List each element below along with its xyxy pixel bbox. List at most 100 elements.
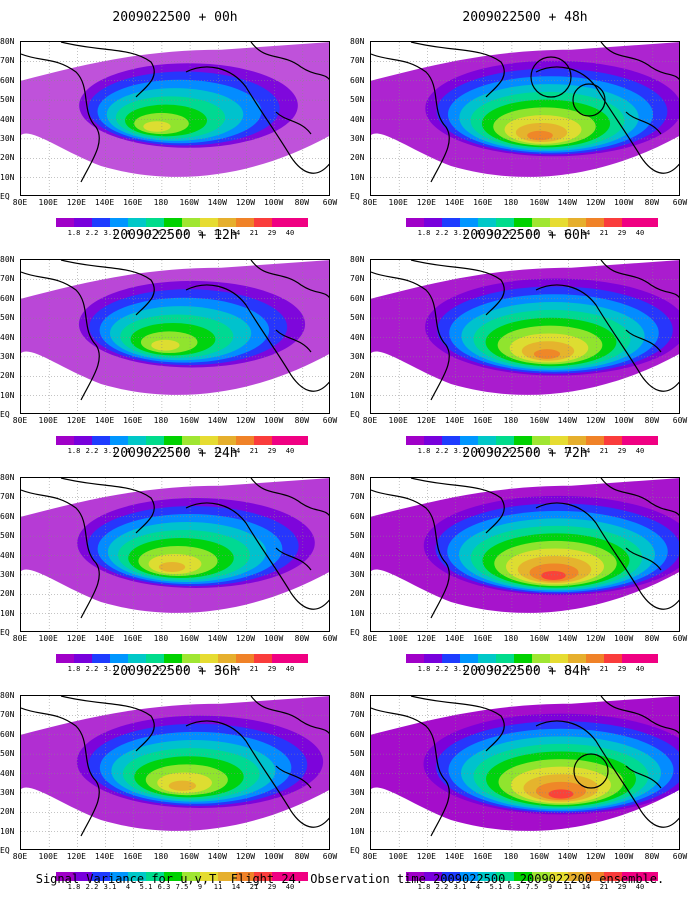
colorbar-swatch <box>550 872 568 881</box>
colorbar-swatch <box>182 436 200 445</box>
colorbar-swatch <box>460 872 478 881</box>
coastline <box>60 42 155 98</box>
lat-label: 10N <box>350 608 365 618</box>
coastline <box>600 42 679 81</box>
colorbar-swatch <box>254 436 272 445</box>
colorbar-swatch <box>604 436 622 445</box>
lon-label: 160E <box>123 852 143 861</box>
lat-label: 60N <box>0 729 15 739</box>
lat-label: 50N <box>350 95 365 105</box>
colorbar-swatch <box>442 218 460 227</box>
colorbar-tick-label: 2.2 <box>435 883 449 891</box>
colorbar-tick-label: 3.1 <box>103 447 117 455</box>
colorbar-tick-label: 14 <box>231 665 241 673</box>
coastline <box>535 720 679 828</box>
colorbar-tick-label: 2.2 <box>85 229 99 237</box>
colorbar-swatch <box>182 654 200 663</box>
colorbar-swatch <box>514 654 532 663</box>
lat-label: 30N <box>350 133 365 143</box>
lon-label: 120W <box>585 416 606 425</box>
colorbar-tick-label: 9 <box>547 229 553 237</box>
lat-label: EQ <box>350 410 360 419</box>
lat-label: 20N <box>0 153 15 163</box>
colorbar-tick-label: 6.3 <box>157 447 171 455</box>
colorbar-swatch <box>146 654 164 663</box>
colorbar-swatch <box>640 872 658 881</box>
lon-label: 80E <box>12 852 28 861</box>
coastline <box>21 271 100 401</box>
contour-level <box>158 561 186 573</box>
lon-label: 160E <box>123 416 143 425</box>
lon-label: 80W <box>644 198 660 207</box>
lon-label: 60W <box>322 852 338 861</box>
lon-label: 140E <box>94 198 115 207</box>
lon-label: 160E <box>473 198 493 207</box>
colorbar-tick-label: 4 <box>125 665 131 673</box>
lon-label: 60W <box>322 198 338 207</box>
colorbar-tick-label: 40 <box>285 447 295 455</box>
colorbar-swatch <box>56 872 74 881</box>
lat-label: 50N <box>0 95 15 105</box>
colorbar-tick-label: 2.2 <box>85 447 99 455</box>
lon-label: 80W <box>294 852 310 861</box>
lat-label: 30N <box>0 351 15 361</box>
lat-label: 70N <box>350 492 365 502</box>
lon-label: 80E <box>362 634 378 643</box>
colorbar-swatch <box>290 654 308 663</box>
lon-label: 140E <box>444 634 465 643</box>
colorbar-swatch <box>74 218 92 227</box>
lon-label: 160E <box>473 416 493 425</box>
coastline <box>21 489 100 619</box>
colorbar-swatch <box>622 218 640 227</box>
colorbar-swatch <box>514 218 532 227</box>
lon-label: 100E <box>388 416 408 425</box>
colorbar-swatch <box>128 436 146 445</box>
map-panel: 2009022500 + 84h 80N 70N 60N 50N 40N 30N 20N 10N… <box>350 654 700 891</box>
coastline <box>371 489 450 619</box>
lon-label: 180 <box>503 416 519 425</box>
colorbar-swatch <box>92 436 110 445</box>
coastline <box>625 111 662 135</box>
colorbar-swatch <box>532 218 550 227</box>
lat-label: EQ <box>350 846 360 855</box>
colorbar-swatch <box>236 436 254 445</box>
colorbar-tick-label: 7.5 <box>175 447 189 455</box>
colorbar-tick-label: 5.1 <box>489 665 503 673</box>
colorbar-swatch <box>110 654 128 663</box>
colorbar-tick-label: 2.2 <box>435 447 449 455</box>
colorbar-swatch <box>442 872 460 881</box>
variance-contours <box>21 42 329 195</box>
colorbar-tick-label: 14 <box>581 883 591 891</box>
colorbar-swatch <box>406 218 424 227</box>
colorbar <box>56 654 308 664</box>
colorbar-tick-label: 1.8 <box>417 665 431 673</box>
lat-label: 60N <box>350 729 365 739</box>
lat-label: 80N <box>0 255 15 264</box>
variance-contours <box>371 696 679 849</box>
lat-label: 40N <box>350 114 365 124</box>
coastline <box>60 478 155 534</box>
colorbar-tick-label: 6.3 <box>507 883 521 891</box>
colorbar-tick-label: 29 <box>267 229 277 237</box>
lat-label: 40N <box>0 768 15 778</box>
lon-label: 160E <box>123 198 143 207</box>
panel-title: 2009022500 + 72h <box>462 446 588 461</box>
colorbar <box>406 436 658 446</box>
colorbar-swatch <box>604 654 622 663</box>
lon-label: 100W <box>613 198 634 207</box>
lon-label: 140E <box>444 852 465 861</box>
panel-title: 2009022500 + 48h <box>462 10 588 25</box>
colorbar-swatch <box>514 436 532 445</box>
colorbar-tick-label: 5.1 <box>139 665 153 673</box>
lon-label: 100E <box>388 198 408 207</box>
lon-label: 120W <box>585 634 606 643</box>
colorbar-tick-label: 29 <box>267 883 277 891</box>
lat-label: 50N <box>0 531 15 541</box>
colorbar-swatch <box>74 654 92 663</box>
colorbar-swatch <box>56 218 74 227</box>
colorbar-swatch <box>74 436 92 445</box>
colorbar-swatch <box>164 872 182 881</box>
lat-label: 50N <box>0 749 15 759</box>
colorbar-swatch <box>236 218 254 227</box>
colorbar-tick-label: 4 <box>475 665 481 673</box>
